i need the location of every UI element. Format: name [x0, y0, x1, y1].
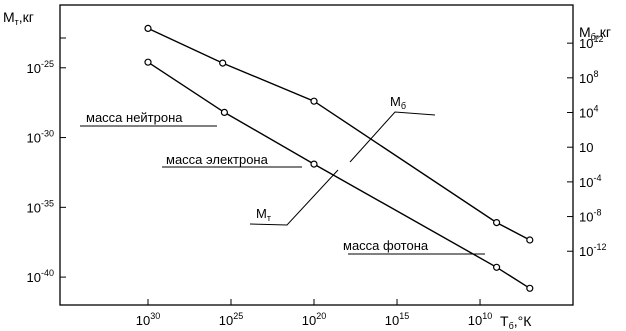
left-tick-label: 10-30: [27, 129, 54, 146]
label-mb-series: Mб: [390, 94, 406, 111]
series-line: [147, 27, 531, 241]
plot-frame: [59, 4, 574, 306]
data-point: [144, 24, 152, 32]
x-tick-label: 1030: [136, 311, 160, 328]
x-axis-ticks: 1030 1025 1020 1015 1010: [136, 299, 492, 328]
x-tick-label: 1020: [302, 311, 326, 328]
x-tick-label: 1025: [219, 311, 243, 328]
label-neutron-mass: масса нейтрона: [86, 110, 183, 125]
left-tick-label: 10-35: [27, 198, 54, 215]
left-axis-title: Mт,кг: [3, 9, 34, 27]
data-point: [493, 219, 501, 227]
x-tick-label: 1015: [385, 311, 409, 328]
right-axis-ticks: 1012 108 104 10 10-4 10-8 10-12: [567, 34, 606, 259]
label-mt-series: Mт: [256, 206, 271, 223]
right-tick-label: 10-8: [579, 208, 601, 225]
right-tick-label: 10: [579, 140, 593, 155]
data-point: [310, 97, 318, 105]
left-tick-label: 10-40: [27, 268, 54, 285]
right-axis-title: Mб,кг: [579, 24, 611, 42]
right-tick-label: 108: [579, 69, 598, 86]
left-axis-ticks: 10-25 10-30 10-35 10-40: [27, 37, 66, 285]
data-point: [493, 263, 501, 271]
right-tick-label: 1012: [579, 34, 603, 51]
label-photon-mass: масса фотона: [343, 238, 429, 253]
series-layer: [144, 24, 534, 292]
leader-mt: [249, 169, 339, 226]
right-tick-label: 10-4: [579, 173, 601, 190]
data-point: [526, 236, 534, 244]
data-point: [219, 59, 227, 67]
data-point: [144, 58, 152, 66]
leader-mb: [349, 111, 436, 163]
annotation-leaders: [80, 111, 485, 255]
data-point: [526, 284, 534, 292]
right-tick-label: 104: [579, 104, 598, 121]
label-electron-mass: масса электрона: [166, 152, 269, 167]
x-tick-label: 1010: [468, 311, 492, 328]
data-point: [310, 160, 318, 168]
left-tick-label: 10-25: [27, 59, 54, 76]
data-point: [220, 108, 228, 117]
right-tick-label: 10-12: [579, 242, 606, 259]
x-axis-title: Tб,°К: [500, 313, 532, 331]
